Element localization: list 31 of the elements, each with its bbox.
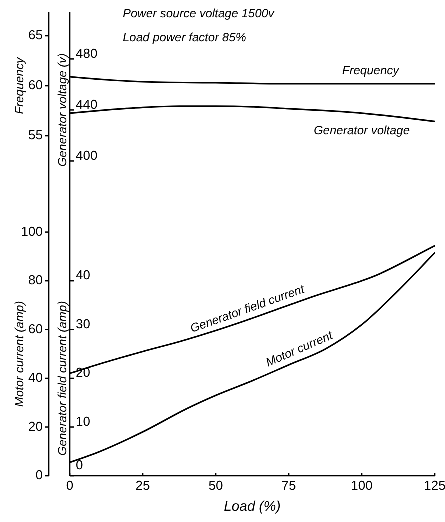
y2-axis-title: Generator field current (amp) <box>55 301 70 456</box>
y2-tick-label: 0 <box>76 458 84 473</box>
x-tick-label: 125 <box>424 478 445 494</box>
annotation: Load power factor 85% <box>123 30 247 44</box>
y-tick-label: 60 <box>28 321 43 336</box>
y2-tick-label: 30 <box>76 316 90 332</box>
annotation: Power source voltage 1500v <box>123 6 276 20</box>
x-tick-label: 25 <box>136 478 150 494</box>
x-tick-label: 0 <box>66 478 74 494</box>
x-tick-label: 100 <box>351 478 373 494</box>
y2-tick-label: 40 <box>76 268 90 283</box>
series-label: Generator voltage <box>314 124 410 138</box>
y-axis-title: Frequency <box>12 56 26 114</box>
y2-tick-label: 10 <box>76 414 90 429</box>
y-tick-label: 80 <box>28 272 43 288</box>
y2-tick-label: 440 <box>76 96 98 112</box>
y-tick-label: 100 <box>21 224 43 239</box>
x-tick-label: 75 <box>282 478 296 494</box>
y-tick-label: 40 <box>28 370 43 386</box>
x-axis-title: Load (%) <box>224 498 281 514</box>
y2-tick-label: 400 <box>76 148 98 163</box>
y-tick-label: 60 <box>28 78 43 93</box>
y-tick-label: 65 <box>28 28 43 43</box>
y-axis-title: Motor current (amp) <box>12 301 26 408</box>
y-tick-label: 55 <box>28 128 43 143</box>
y-tick-label: 20 <box>28 418 43 434</box>
y2-axis-title: Generator voltage (v) <box>55 54 70 167</box>
y-tick-label: 0 <box>36 468 43 483</box>
x-tick-label: 50 <box>208 478 224 494</box>
y2-tick-label: 480 <box>76 46 98 61</box>
series-label: Frequency <box>342 63 400 78</box>
